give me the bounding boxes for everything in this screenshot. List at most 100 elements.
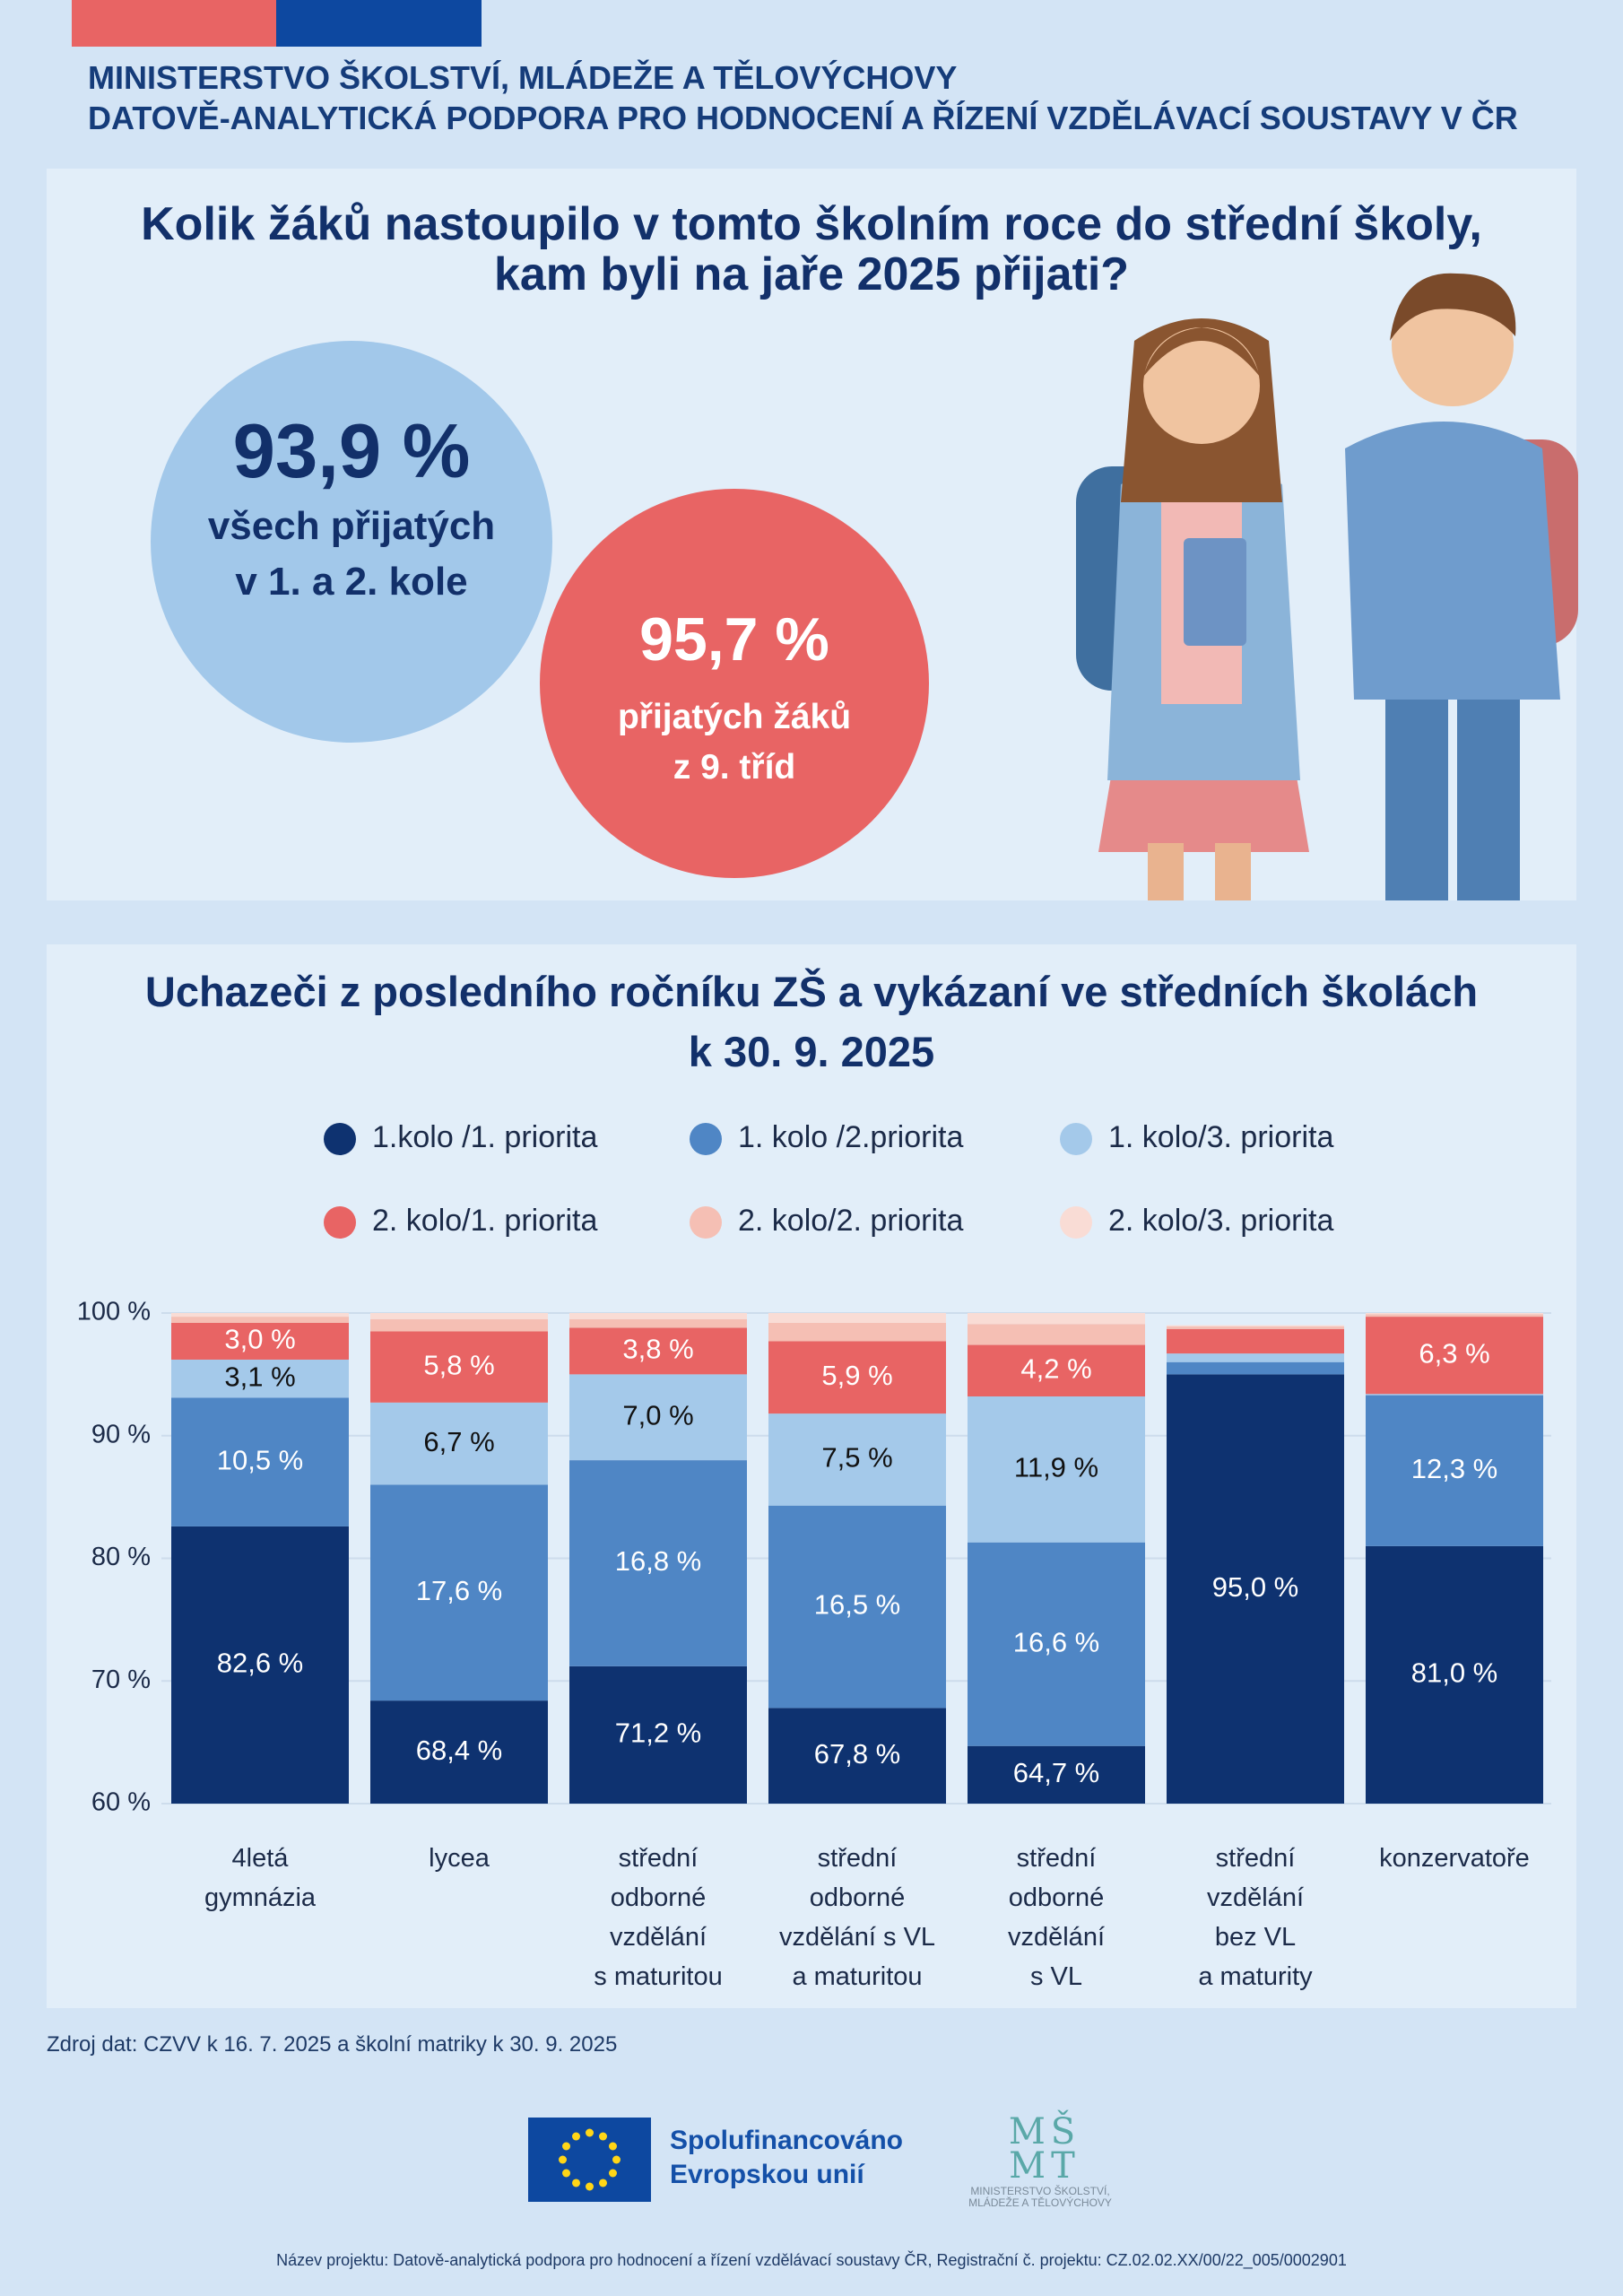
legend-label: 2. kolo/3. priorita <box>1108 1204 1333 1238</box>
header-line: MINISTERSTVO ŠKOLSTVÍ, MLÁDEŽE A TĚLOVÝC… <box>88 59 958 96</box>
y-tick-label: 60 % <box>91 1788 151 1817</box>
eu-star <box>572 2132 580 2141</box>
legend-marker <box>1060 1206 1092 1239</box>
bar-segment <box>370 1313 548 1319</box>
bar-segment <box>968 1313 1145 1325</box>
legend-label: 2. kolo/2. priorita <box>738 1204 963 1238</box>
x-tick-label: střední odborné vzdělání s maturitou <box>594 1844 723 1991</box>
msmt-name: MINISTERSTVO ŠKOLSTVÍ, MLÁDEŽE A TĚLOVÝC… <box>968 2185 1112 2209</box>
hair-top <box>1143 327 1260 377</box>
data-label: 71,2 % <box>615 1718 702 1749</box>
legend-marker <box>324 1206 356 1239</box>
bar-segment <box>171 1359 349 1398</box>
bar-segment <box>370 1700 548 1804</box>
stat-value: 95,7 % <box>639 605 829 674</box>
legend-marker <box>324 1123 356 1155</box>
project-note: Název projektu: Datově-analytická podpor… <box>276 2251 1347 2269</box>
data-label: 64,7 % <box>1013 1757 1100 1788</box>
legend-marker <box>690 1123 722 1155</box>
bar-segment <box>370 1402 548 1485</box>
data-label: 12,3 % <box>1411 1453 1498 1484</box>
hair <box>1390 273 1516 341</box>
top-bar-blue <box>276 0 482 47</box>
bar-segment <box>370 1318 548 1332</box>
eu-text: Spolufinancováno Evropskou unií <box>670 2126 904 2189</box>
bar-segment <box>1167 1374 1344 1804</box>
bar-segment <box>968 1324 1145 1345</box>
data-label: 68,4 % <box>416 1735 503 1766</box>
data-label: 3,8 % <box>622 1334 693 1365</box>
legend-label: 1. kolo/3. priorita <box>1108 1120 1333 1154</box>
data-label: 16,5 % <box>814 1589 901 1621</box>
x-tick-label: 4letá gymnázia <box>204 1844 317 1912</box>
bar-segment <box>968 1344 1145 1396</box>
source-note: Zdroj dat: CZVV k 16. 7. 2025 a školní m… <box>47 2032 618 2057</box>
bar-segment <box>968 1745 1145 1804</box>
bar-segment <box>768 1413 946 1506</box>
bar-segment <box>1366 1317 1543 1395</box>
bar-segment <box>569 1318 747 1328</box>
x-tick-label: konzervatoře <box>1379 1844 1530 1873</box>
data-label: 6,3 % <box>1419 1337 1489 1369</box>
bar-segment <box>1167 1326 1344 1329</box>
legend-label: 1.kolo /1. priorita <box>372 1120 597 1154</box>
data-label: 7,0 % <box>622 1399 693 1431</box>
bar-segment <box>569 1327 747 1375</box>
data-label: 82,6 % <box>217 1648 304 1679</box>
bar-segment <box>569 1665 747 1804</box>
data-label: 16,6 % <box>1013 1626 1100 1657</box>
stat-label: všech přijatých v 1. a 2. kole <box>207 504 496 604</box>
top-bar-red <box>72 0 276 47</box>
eu-star <box>559 2155 567 2164</box>
x-tick-label: lycea <box>429 1844 490 1873</box>
bar-segment <box>968 1396 1145 1543</box>
data-label: 16,8 % <box>615 1545 702 1577</box>
eu-star <box>599 2179 607 2187</box>
eu-star <box>608 2169 617 2178</box>
y-tick-label: 80 % <box>91 1543 151 1571</box>
eu-star <box>586 2128 594 2137</box>
eu-star <box>612 2155 621 2164</box>
eu-star <box>562 2169 571 2178</box>
msmt-mark: MŠ MT <box>1008 2111 1081 2187</box>
stat-label: přijatých žáků z 9. tříd <box>617 698 852 787</box>
bar-segment <box>171 1397 349 1526</box>
bar-segment <box>1366 1545 1543 1804</box>
legend-marker <box>690 1206 722 1239</box>
bar-segment <box>768 1313 946 1323</box>
chart-title: Uchazeči z posledního ročníku ZŠ a vykáz… <box>144 968 1479 1075</box>
legend-label: 2. kolo/1. priorita <box>372 1204 597 1238</box>
stat-value: 93,9 % <box>232 409 471 494</box>
leg <box>1148 843 1184 900</box>
jeans <box>1385 682 1448 900</box>
y-tick-label: 90 % <box>91 1420 151 1448</box>
bar-segment <box>1167 1361 1344 1375</box>
stat-circle-blue <box>151 341 552 743</box>
eu-star <box>599 2132 607 2141</box>
question: Kolik žáků nastoupilo v tomto školním ro… <box>141 198 1482 300</box>
skirt <box>1098 771 1309 852</box>
header-line: DATOVĚ-ANALYTICKÁ PODPORA PRO HODNOCENÍ … <box>88 100 1518 136</box>
stat-circle-red <box>540 489 929 878</box>
eu-star <box>608 2142 617 2151</box>
x-tick-label: střední odborné vzdělání s VL a maturito… <box>778 1844 936 1991</box>
eu-star <box>572 2179 580 2187</box>
bar-segment <box>768 1708 946 1804</box>
eu-star <box>562 2142 571 2151</box>
y-tick-label: 100 % <box>77 1298 151 1326</box>
bar-segment <box>1366 1313 1543 1315</box>
data-label: 11,9 % <box>1014 1452 1098 1483</box>
data-label: 3,0 % <box>224 1324 295 1355</box>
bar-segment <box>569 1374 747 1461</box>
data-label: 17,6 % <box>416 1575 503 1606</box>
bar-segment <box>1366 1394 1543 1396</box>
students-illustration <box>1076 273 1578 900</box>
x-tick-label: střední vzdělání bez VL a maturity <box>1198 1844 1313 1991</box>
bar-segment <box>569 1313 747 1319</box>
bar-segment <box>370 1331 548 1403</box>
eu-star <box>586 2182 594 2191</box>
legend-label: 1. kolo /2.priorita <box>738 1120 963 1154</box>
bar-segment <box>171 1322 349 1360</box>
bar-segment <box>768 1322 946 1342</box>
